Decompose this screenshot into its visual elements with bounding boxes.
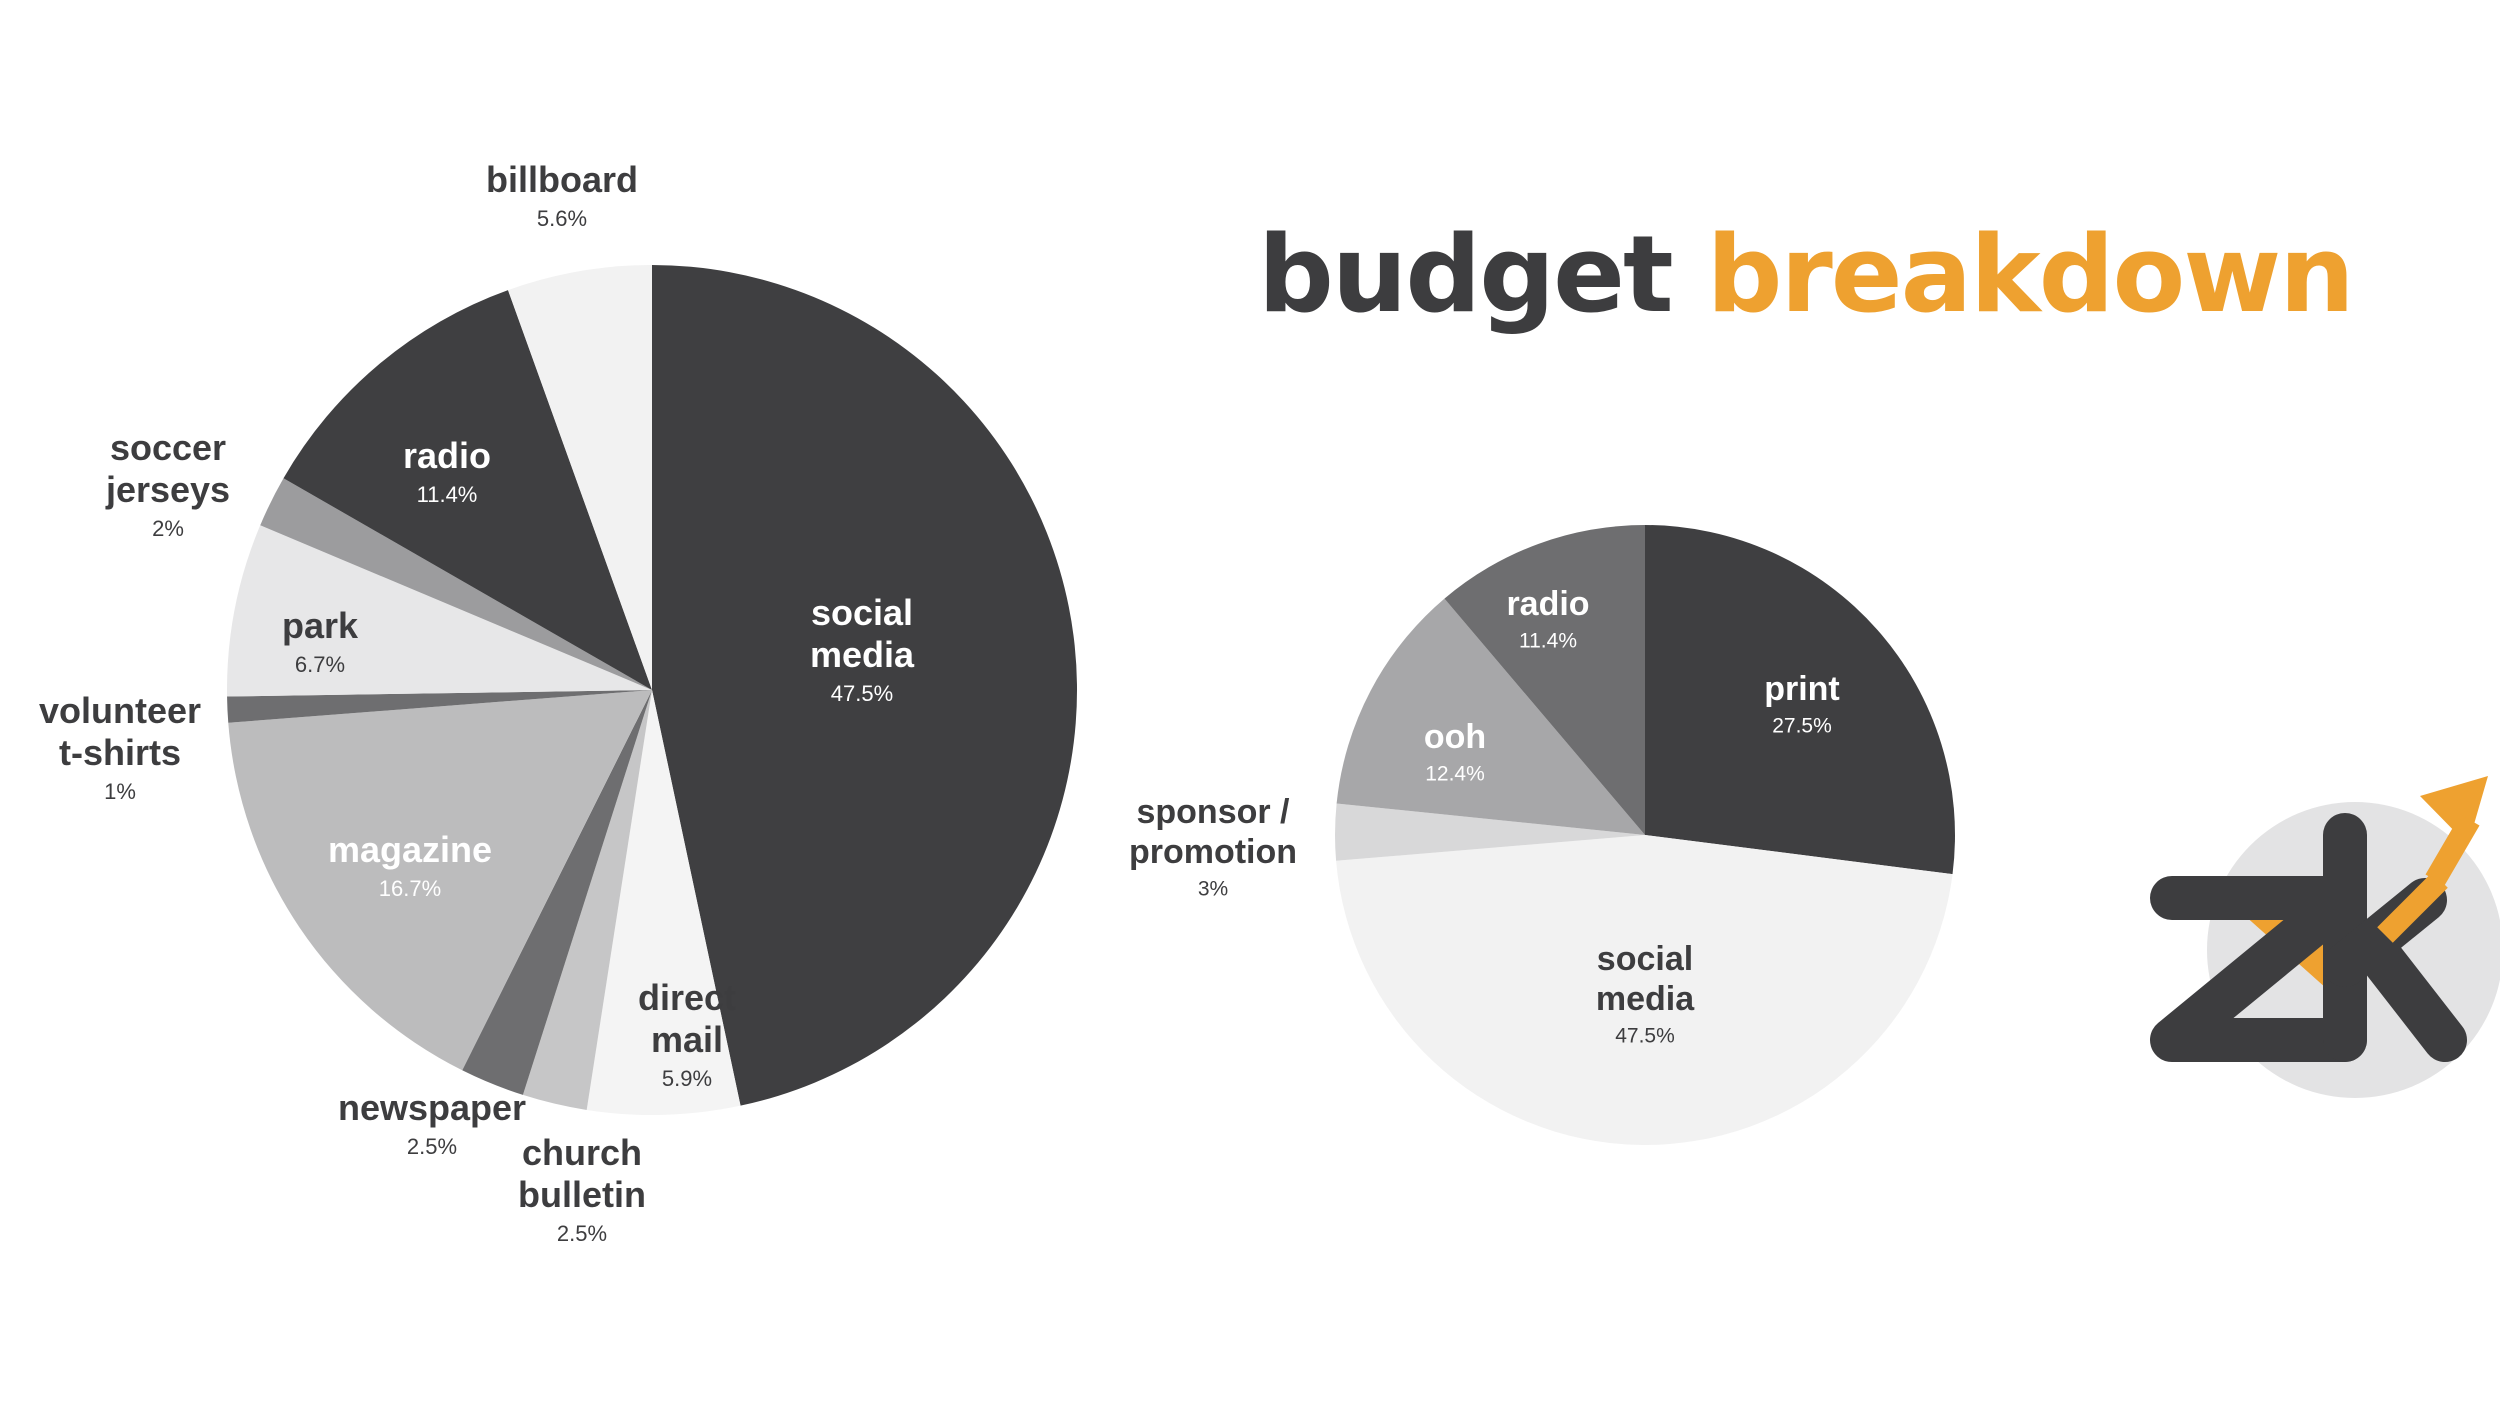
slice-label-park: park [282,605,359,646]
slice-percent-print: 27.5% [1772,715,1832,738]
pie-slice-radio [1444,525,1645,835]
pie-slice-sponsor-promotion [1335,803,1645,861]
slice-percent-ooh: 12.4% [1425,763,1485,786]
title-part-breakdown: breakdown [1706,213,2355,336]
slice-label-ooh: ooh [1424,718,1486,756]
slice-label-church-bulletin: church [522,1132,642,1173]
pie-slice-church-bulletin [522,690,652,1110]
slice-percent-magazine: 16.7% [379,876,441,901]
slice-percent-volunteer-t-shirts: 1% [104,779,136,804]
slice-label-social-media: media [1596,980,1695,1018]
title-part-budget: budget [1258,213,1674,336]
slice-percent-newspaper: 2.5% [407,1134,457,1159]
pie-slice-soccer-jerseys [260,478,652,690]
slice-percent-social-media: 47.5% [1615,1024,1675,1047]
arrow-shaft [2425,814,2480,886]
slice-label-direct-mail: mail [651,1019,723,1060]
pie-slice-direct-mail [586,690,741,1116]
slice-label-volunteer-t-shirts: volunteer [39,690,201,731]
pie-slice-volunteer-t-shirts [227,690,653,723]
slice-label-print: print [1764,670,1840,708]
pie-slice-newspaper [462,690,652,1095]
slice-label-direct-mail: direct [638,977,736,1018]
slice-percent-social-media: 47.5% [831,681,893,706]
slice-percent-sponsor-promotion: 3% [1198,877,1228,900]
pie-slice-social-media [652,265,1078,1106]
slice-percent-billboard: 5.6% [537,206,587,231]
slice-percent-park: 6.7% [295,652,345,677]
slice-percent-direct-mail: 5.9% [662,1066,712,1091]
slice-label-sponsor-promotion: promotion [1129,833,1297,871]
pie-slice-park [226,525,653,697]
slice-percent-church-bulletin: 2.5% [557,1221,607,1246]
pie-slice-ooh [1336,598,1645,835]
slice-label-soccer-jerseys: jerseys [105,469,230,510]
slice-label-volunteer-t-shirts: t-shirts [59,732,181,773]
slice-label-radio: radio [1506,585,1589,623]
slice-label-sponsor-promotion: sponsor / [1136,793,1290,831]
pie-slice-billboard [508,265,652,690]
pie-slice-social-media [1336,835,1953,1145]
pie-slice-print [1645,525,1955,875]
slice-label-magazine: magazine [328,829,492,870]
slice-label-radio: radio [403,435,491,476]
slice-label-social-media: social [811,592,913,633]
pie-slice-radio [283,290,652,690]
slice-label-church-bulletin: bulletin [518,1174,646,1215]
slice-label-social-media: media [810,634,915,675]
page-title: budget breakdown [1258,222,2355,328]
slice-label-soccer-jerseys: soccer [110,427,226,468]
slice-percent-soccer-jerseys: 2% [152,516,184,541]
slice-percent-radio: 11.4% [1519,630,1577,653]
slice-label-social-media: social [1597,940,1693,978]
arrow-up-right-icon [2377,872,2448,943]
logo-letter-z [2150,876,2367,1062]
slice-label-newspaper: newspaper [338,1087,526,1128]
pie-slice-magazine [228,690,652,1071]
slice-percent-radio: 11.4% [417,482,478,507]
slice-label-billboard: billboard [486,159,638,200]
